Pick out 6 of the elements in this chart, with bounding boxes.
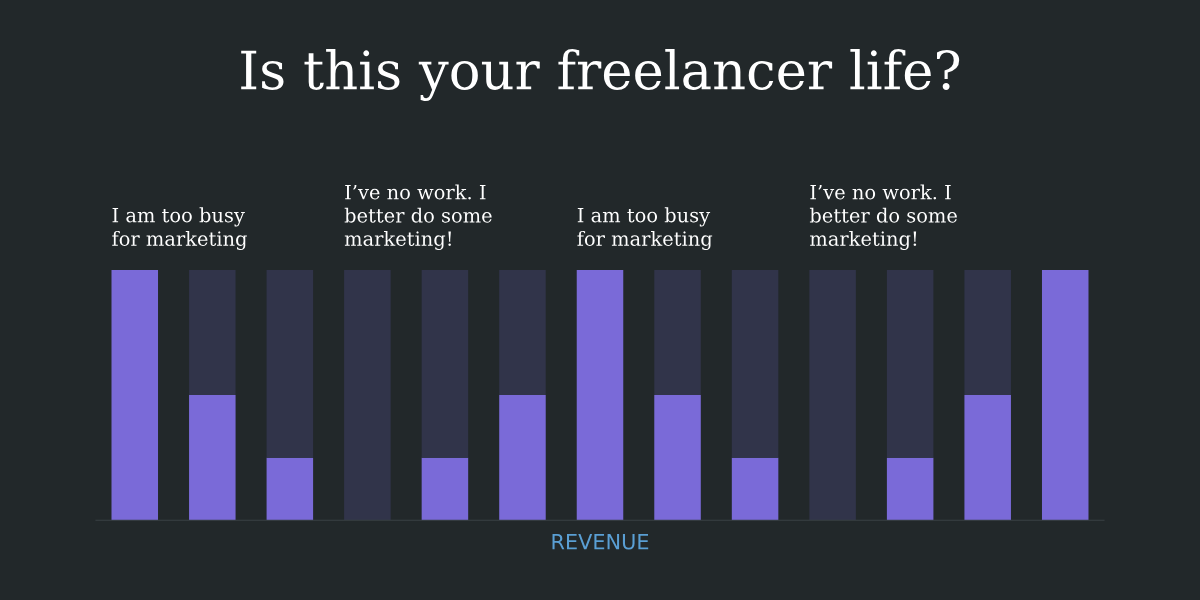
text: I’ve no work. I better do some marketing! [809,184,957,250]
text: I’ve no work. I better do some marketing! [344,184,492,250]
chart-title: Is this your freelancer life? [241,49,960,101]
text: I am too busy for marketing [112,207,247,250]
text: I am too busy for marketing [577,207,713,250]
x-axis-title: REVENUE [552,534,649,550]
